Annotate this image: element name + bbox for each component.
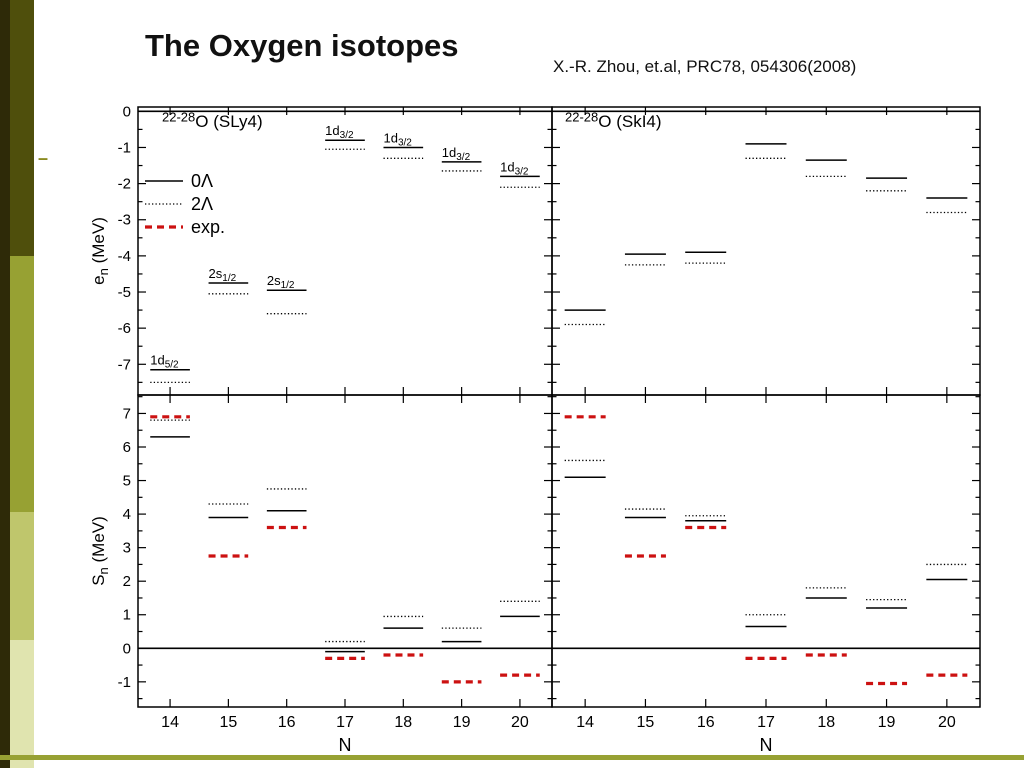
svg-text:1: 1 — [123, 607, 131, 624]
svg-text:-7: -7 — [118, 356, 131, 373]
svg-text:16: 16 — [697, 714, 715, 731]
decorative-dash: – — [38, 148, 49, 168]
accent-segment — [10, 256, 34, 512]
svg-text:4: 4 — [123, 506, 131, 523]
svg-text:14: 14 — [576, 714, 594, 731]
svg-text:22-28O (SLy4): 22-28O (SLy4) — [162, 109, 263, 131]
svg-text:-5: -5 — [118, 284, 131, 301]
svg-text:22-28O (SkI4): 22-28O (SkI4) — [565, 109, 662, 131]
svg-text:2Λ: 2Λ — [191, 194, 213, 214]
svg-text:0: 0 — [123, 103, 131, 120]
svg-text:1d5/2: 1d5/2 — [150, 353, 179, 371]
svg-text:17: 17 — [336, 714, 354, 731]
figure: -7 -6 -5 -4 -3 -2 -1 0 1d5/2 2s1/2 2s1/2 1d3/2 1d3/2… — [89, 95, 1010, 768]
svg-text:16: 16 — [278, 714, 296, 731]
svg-text:15: 15 — [637, 714, 655, 731]
svg-text:0Λ: 0Λ — [191, 171, 213, 191]
accent-segment — [10, 512, 34, 640]
slide-accent-bar — [0, 0, 34, 768]
svg-text:7: 7 — [123, 405, 131, 422]
svg-text:3: 3 — [123, 540, 131, 557]
svg-text:exp.: exp. — [191, 217, 225, 237]
svg-text:2s1/2: 2s1/2 — [267, 273, 295, 291]
isotope-chart: -7 -6 -5 -4 -3 -2 -1 0 1d5/2 2s1/2 2s1/2 1d3/2 1d3/2… — [89, 103, 981, 755]
svg-text:-6: -6 — [118, 320, 131, 337]
accent-strip-dark — [0, 0, 10, 768]
svg-text:-3: -3 — [118, 212, 131, 229]
svg-text:17: 17 — [757, 714, 775, 731]
svg-text:5: 5 — [123, 473, 131, 490]
svg-text:N: N — [760, 735, 773, 755]
svg-text:18: 18 — [394, 714, 412, 731]
svg-text:-1: -1 — [118, 674, 131, 691]
svg-text:2: 2 — [123, 573, 131, 590]
svg-text:20: 20 — [938, 714, 956, 731]
svg-text:2s1/2: 2s1/2 — [209, 266, 237, 284]
svg-text:1d3/2: 1d3/2 — [500, 159, 529, 177]
svg-text:19: 19 — [453, 714, 471, 731]
svg-text:14: 14 — [161, 714, 179, 731]
svg-text:en (MeV): en (MeV) — [89, 217, 111, 285]
svg-text:Sn (MeV): Sn (MeV) — [89, 516, 111, 586]
svg-text:-2: -2 — [118, 176, 131, 193]
svg-text:18: 18 — [817, 714, 835, 731]
svg-text:19: 19 — [878, 714, 896, 731]
svg-text:-4: -4 — [118, 248, 131, 265]
svg-text:1d3/2: 1d3/2 — [442, 145, 471, 163]
bottom-rule — [0, 755, 1024, 760]
slide-title: The Oxygen isotopes — [145, 28, 459, 63]
svg-text:N: N — [339, 735, 352, 755]
accent-segment — [10, 0, 34, 256]
svg-text:15: 15 — [219, 714, 237, 731]
accent-segment — [10, 640, 34, 768]
citation: X.-R. Zhou, et.al, PRC78, 054306(2008) — [553, 57, 857, 76]
svg-text:1d3/2: 1d3/2 — [325, 123, 354, 141]
svg-text:-1: -1 — [118, 139, 131, 156]
svg-text:1d3/2: 1d3/2 — [383, 130, 412, 148]
svg-text:20: 20 — [511, 714, 529, 731]
svg-text:0: 0 — [123, 640, 131, 657]
svg-text:6: 6 — [123, 439, 131, 456]
